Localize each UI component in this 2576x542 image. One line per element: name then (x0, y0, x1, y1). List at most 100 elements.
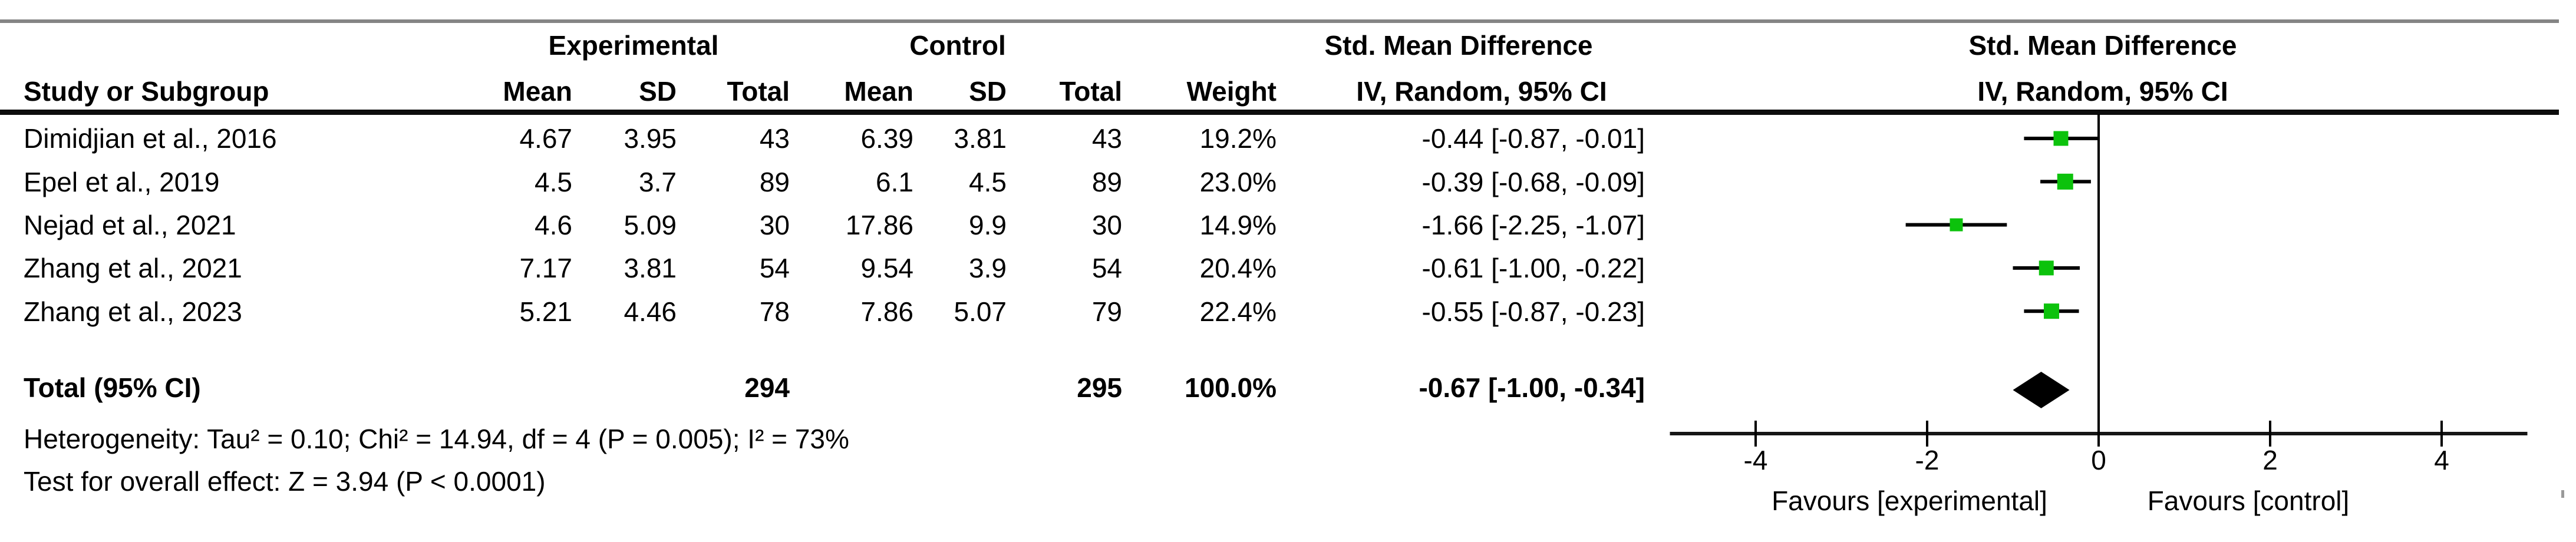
header-ctrl-sd: SD (969, 76, 1007, 107)
favours-experimental-label: Favours [experimental] (1772, 485, 2047, 516)
exp-total-value: 54 (759, 253, 790, 283)
overall-effect-row: Test for overall effect: Z = 3.94 (P < 0… (0, 465, 2576, 497)
exp-sd-value: 3.7 (639, 167, 677, 197)
smd-ci-value: -0.61 [-1.00, -0.22] (1421, 253, 1645, 283)
x-axis-tick (2440, 421, 2443, 447)
header-exp-total: Total (727, 76, 790, 107)
ctrl-total-value: 30 (1091, 210, 1122, 240)
effect-square (2057, 173, 2073, 190)
x-axis-tick (1754, 421, 1757, 447)
ctrl-total-value: 89 (1091, 167, 1122, 197)
smd-ci-value: -0.55 [-0.87, -0.23] (1421, 296, 1645, 327)
exp-total-value: 30 (759, 210, 790, 240)
x-tick-label: 4 (2434, 445, 2449, 475)
ctrl-mean-value: 7.86 (860, 296, 913, 327)
x-axis-tick (1926, 421, 1928, 447)
heterogeneity-text: Heterogeneity: Tau² = 0.10; Chi² = 14.94… (24, 424, 849, 454)
weight-value: 22.4% (1199, 296, 1277, 327)
header-experimental-group: Experimental (548, 30, 719, 61)
header-ctrl-mean: Mean (844, 76, 913, 107)
study-name: Zhang et al., 2023 (24, 296, 242, 327)
effect-square (2039, 260, 2054, 276)
header-iv-random-plot-column: IV, Random, 95% CI (1977, 76, 2228, 107)
effect-square (2043, 303, 2059, 319)
study-name: Epel et al., 2019 (24, 167, 220, 197)
header-control-group: Control (909, 30, 1006, 61)
x-tick-label: 0 (2091, 445, 2106, 475)
header-columns-row: Study or Subgroup Mean SD Total Mean SD … (0, 75, 2576, 107)
x-axis-tick (2097, 421, 2100, 447)
ctrl-mean-value: 17.86 (845, 210, 913, 240)
header-exp-sd: SD (639, 76, 677, 107)
total-label: Total (95% CI) (24, 372, 201, 403)
x-tick-label: -4 (1744, 445, 1768, 475)
ctrl-mean-value: 9.54 (860, 253, 913, 283)
header-smd-plot-column: Std. Mean Difference (1968, 30, 2237, 61)
exp-total-value: 43 (759, 123, 790, 154)
ctrl-total-value: 79 (1091, 296, 1122, 327)
total-ctrl-total: 295 (1077, 372, 1122, 403)
header-smd-text-column: Std. Mean Difference (1324, 30, 1593, 61)
ctrl-mean-value: 6.39 (860, 123, 913, 154)
exp-sd-value: 5.09 (624, 210, 677, 240)
top-gray-rule (0, 19, 2559, 23)
weight-value: 14.9% (1199, 210, 1277, 240)
exp-total-value: 89 (759, 167, 790, 197)
smd-ci-value: -0.44 [-0.87, -0.01] (1421, 123, 1645, 154)
effect-square (2053, 131, 2069, 146)
header-study-or-subgroup: Study or Subgroup (24, 76, 269, 107)
exp-total-value: 78 (759, 296, 790, 327)
pooled-effect-diamond (2013, 372, 2070, 408)
ctrl-total-value: 54 (1091, 253, 1122, 283)
study-row: Epel et al., 2019 4.5 3.7 89 6.1 4.5 89 … (0, 166, 2576, 198)
exp-mean-value: 7.17 (519, 253, 572, 283)
exp-mean-value: 4.67 (519, 123, 572, 154)
study-row: Zhang et al., 2021 7.17 3.81 54 9.54 3.9… (0, 252, 2576, 284)
study-name: Zhang et al., 2021 (24, 253, 242, 283)
ctrl-total-value: 43 (1091, 123, 1122, 154)
effect-square (1950, 218, 1963, 232)
overall-effect-text: Test for overall effect: Z = 3.94 (P < 0… (24, 466, 546, 497)
zero-reference-line (2097, 114, 2100, 434)
total-exp-total: 294 (744, 372, 790, 403)
header-iv-random-text-column: IV, Random, 95% CI (1356, 76, 1607, 107)
header-group-row: Experimental Control Std. Mean Differenc… (0, 29, 2576, 61)
weight-value: 19.2% (1199, 123, 1277, 154)
x-tick-label: -2 (1915, 445, 1940, 475)
ctrl-sd-value: 3.81 (954, 123, 1007, 154)
x-axis-tick (2269, 421, 2271, 447)
ctrl-sd-value: 5.07 (954, 296, 1007, 327)
study-row: Dimidjian et al., 2016 4.67 3.95 43 6.39… (0, 123, 2576, 154)
total-row: Total (95% CI) 294 295 100.0% -0.67 [-1.… (0, 372, 2576, 404)
x-tick-label: 2 (2262, 445, 2278, 475)
ctrl-sd-value: 9.9 (969, 210, 1007, 240)
favours-control-label: Favours [control] (2148, 485, 2350, 516)
exp-mean-value: 5.21 (519, 296, 572, 327)
exp-mean-value: 4.6 (535, 210, 572, 240)
ctrl-mean-value: 6.1 (876, 167, 913, 197)
ctrl-sd-value: 3.9 (969, 253, 1007, 283)
smd-ci-value: -0.39 [-0.68, -0.09] (1421, 167, 1645, 197)
total-smd-ci: -0.67 [-1.00, -0.34] (1419, 372, 1645, 403)
stray-cursor-mark (2561, 490, 2564, 498)
heterogeneity-row: Heterogeneity: Tau² = 0.10; Chi² = 14.94… (0, 423, 2576, 455)
header-ctrl-total: Total (1059, 76, 1122, 107)
study-row: Zhang et al., 2023 5.21 4.46 78 7.86 5.0… (0, 296, 2576, 328)
weight-value: 20.4% (1199, 253, 1277, 283)
exp-sd-value: 4.46 (624, 296, 677, 327)
study-name: Nejad et al., 2021 (24, 210, 236, 240)
study-name: Dimidjian et al., 2016 (24, 123, 277, 154)
header-underline-rule (0, 110, 2559, 115)
exp-mean-value: 4.5 (535, 167, 572, 197)
study-row: Nejad et al., 2021 4.6 5.09 30 17.86 9.9… (0, 209, 2576, 241)
total-weight: 100.0% (1184, 372, 1277, 403)
header-exp-mean: Mean (503, 76, 572, 107)
header-weight: Weight (1186, 76, 1277, 107)
exp-sd-value: 3.95 (624, 123, 677, 154)
exp-sd-value: 3.81 (624, 253, 677, 283)
weight-value: 23.0% (1199, 167, 1277, 197)
smd-ci-value: -1.66 [-2.25, -1.07] (1421, 210, 1645, 240)
ctrl-sd-value: 4.5 (969, 167, 1007, 197)
